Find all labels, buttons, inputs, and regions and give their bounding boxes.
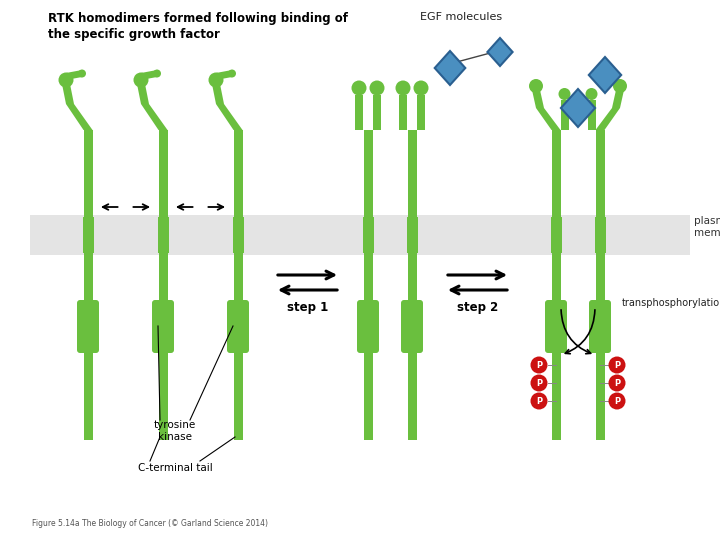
FancyArrowPatch shape [561,310,590,354]
Bar [158,130,168,217]
Bar [84,253,92,303]
Circle shape [153,70,161,78]
Text: the specific growth factor: the specific growth factor [48,28,220,41]
FancyBboxPatch shape [77,300,99,353]
FancyArrowPatch shape [565,310,595,354]
Text: step 2: step 2 [457,301,498,314]
Bar [364,253,372,303]
Circle shape [133,72,148,87]
Bar [595,217,606,253]
Bar [233,350,243,440]
Bar [362,217,374,253]
Polygon shape [487,38,513,66]
Text: P: P [614,361,620,369]
Bar [158,217,168,253]
Text: P: P [536,361,542,369]
Bar [417,95,425,130]
Polygon shape [137,84,168,130]
Bar [407,217,418,253]
Bar [399,95,407,130]
Text: P: P [614,396,620,406]
Text: step 1: step 1 [287,301,328,314]
Polygon shape [141,70,157,80]
Circle shape [608,393,626,409]
Circle shape [608,375,626,392]
Circle shape [531,356,547,374]
Text: transphosphorylation: transphosphorylation [622,298,720,308]
Polygon shape [561,89,595,127]
Bar [233,253,243,303]
Text: P: P [536,379,542,388]
Bar [30,215,690,255]
FancyBboxPatch shape [401,300,423,353]
Bar [552,130,560,217]
Bar [552,350,560,440]
Text: plasma
membrane: plasma membrane [694,216,720,238]
Bar [551,217,562,253]
Bar [158,253,168,303]
Circle shape [608,356,626,374]
Bar [560,100,569,130]
Polygon shape [66,70,82,80]
Bar [158,350,168,440]
Bar [588,100,595,130]
Circle shape [369,80,384,96]
Circle shape [613,79,627,93]
Circle shape [351,80,366,96]
Polygon shape [435,51,465,85]
Bar [364,350,372,440]
Circle shape [531,393,547,409]
Text: C-terminal tail: C-terminal tail [138,463,212,473]
Bar [233,217,243,253]
Bar [408,130,416,217]
Circle shape [78,70,86,78]
Circle shape [395,80,410,96]
Text: Figure 5.14a The Biology of Cancer (© Garland Science 2014): Figure 5.14a The Biology of Cancer (© Ga… [32,519,268,528]
Polygon shape [216,70,232,80]
Circle shape [529,79,543,93]
Bar [364,130,372,217]
Bar [408,253,416,303]
Bar [552,253,560,303]
Text: P: P [614,379,620,388]
FancyBboxPatch shape [152,300,174,353]
Polygon shape [595,90,624,130]
Text: P: P [536,396,542,406]
Bar [355,95,363,130]
Circle shape [209,72,223,87]
Bar [595,130,605,217]
Circle shape [413,80,428,96]
FancyBboxPatch shape [357,300,379,353]
Polygon shape [62,84,92,130]
FancyBboxPatch shape [589,300,611,353]
Bar [83,217,94,253]
FancyBboxPatch shape [227,300,249,353]
Circle shape [559,88,570,100]
Bar [595,253,605,303]
Circle shape [585,88,598,100]
Circle shape [58,72,73,87]
Circle shape [228,70,236,78]
Bar [233,130,243,217]
Bar [373,95,381,130]
Text: EGF molecules: EGF molecules [420,12,502,22]
Text: RTK homodimers formed following binding of: RTK homodimers formed following binding … [48,12,348,25]
Polygon shape [589,57,621,93]
Polygon shape [532,90,560,130]
Bar [408,350,416,440]
Polygon shape [212,84,243,130]
Circle shape [531,375,547,392]
Bar [595,350,605,440]
Bar [84,130,92,217]
FancyBboxPatch shape [545,300,567,353]
Bar [84,350,92,440]
Text: tyrosine
kinase: tyrosine kinase [154,420,196,442]
